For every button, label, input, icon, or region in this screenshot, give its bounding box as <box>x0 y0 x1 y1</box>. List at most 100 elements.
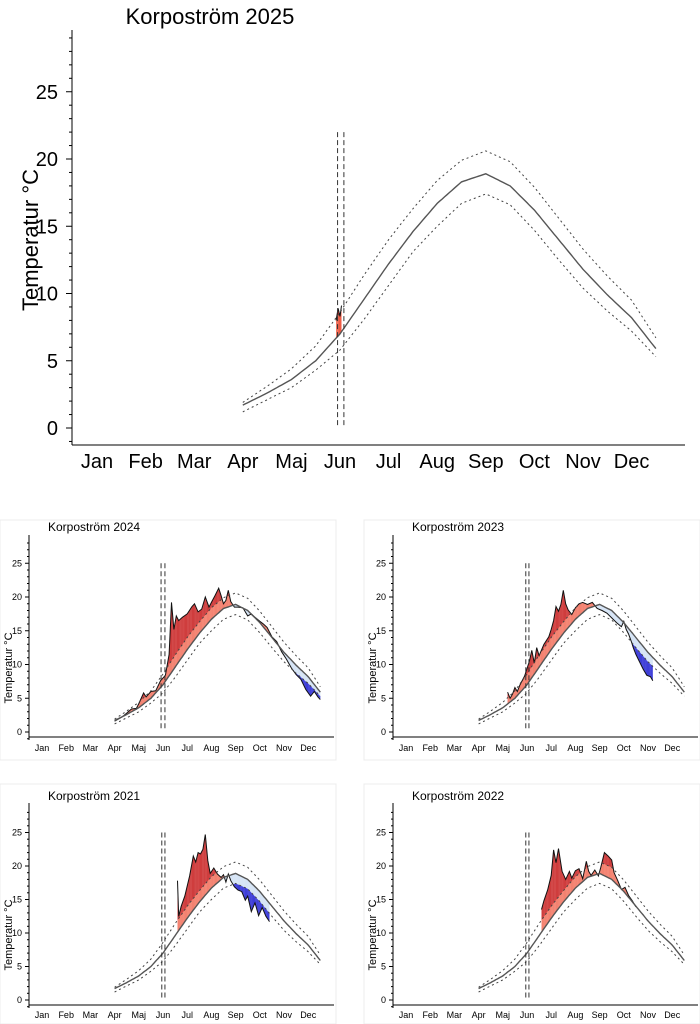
y-tick-label: 20 <box>12 592 22 602</box>
y-axis-label: Temperatur °C <box>18 169 43 311</box>
x-tick-label: Aug <box>567 743 583 753</box>
upper-band-line <box>478 861 685 988</box>
observed-temperature-line <box>507 590 654 700</box>
x-tick-label: Maj <box>496 1010 511 1020</box>
y-tick-label: 10 <box>376 660 386 670</box>
upper-band-line <box>114 861 321 988</box>
y-axis-label: Temperatur °C <box>3 632 15 703</box>
x-tick-label: Feb <box>422 1010 438 1020</box>
y-tick-label: 0 <box>17 995 22 1005</box>
x-tick-label: Sep <box>592 743 608 753</box>
x-tick-label: Mar <box>177 451 212 473</box>
warm-anomaly-area <box>339 313 340 335</box>
x-tick-label: Dec <box>300 743 317 753</box>
y-tick-label: 15 <box>12 895 22 905</box>
x-tick-label: Jul <box>545 743 557 753</box>
x-tick-label: Aug <box>203 743 219 753</box>
chart-2024: Korpoström 2024 Temperatur °C 0 5 10 15 20 25… <box>3 520 334 753</box>
x-tick-label: Nov <box>276 743 293 753</box>
y-tick-label: 15 <box>36 216 58 238</box>
y-tick-label: 15 <box>12 626 22 636</box>
mean-temperature-line <box>478 603 685 722</box>
lower-band-line <box>242 193 657 413</box>
chart-title: Korpoström 2025 <box>126 4 295 29</box>
x-tick-label: Aug <box>567 1010 583 1020</box>
mean-temperature-line <box>478 872 685 990</box>
y-tick-label: 25 <box>36 82 58 104</box>
panel-frame-2021 <box>0 783 337 1024</box>
x-tick-label: Jan <box>81 451 113 473</box>
y-axis-label: Temperatur °C <box>367 899 379 970</box>
main-chart: Korpoström 2025 Temperatur °C 0 5 10 15 20 25… <box>18 4 685 473</box>
x-tick-label: Jan <box>399 1010 414 1020</box>
chart-2021: Korpoström 2021 Temperatur °C 0 5 10 15 20 25… <box>3 789 334 1020</box>
lower-band-line <box>114 614 321 725</box>
x-tick-label: Jan <box>35 743 50 753</box>
warm-anomaly-area <box>338 313 339 336</box>
x-tick-label: Maj <box>275 451 307 473</box>
y-tick-label: 5 <box>17 962 22 972</box>
x-tick-label: Oct <box>617 1010 632 1020</box>
warm-anomaly-area <box>339 314 340 335</box>
x-tick-label: Maj <box>132 1010 147 1020</box>
x-tick-label: Jul <box>376 451 402 473</box>
x-tick-label: Nov <box>640 743 657 753</box>
y-tick-label: 0 <box>381 995 386 1005</box>
upper-band-line <box>478 592 685 720</box>
warm-anomaly-area <box>336 317 337 339</box>
observed-temperature-line <box>541 848 637 910</box>
x-tick-label: Maj <box>496 743 511 753</box>
x-tick-label: Apr <box>472 1010 486 1020</box>
y-tick-label: 5 <box>17 693 22 703</box>
warm-anomaly-area <box>340 312 341 334</box>
y-tick-label: 20 <box>376 592 386 602</box>
x-tick-label: Apr <box>472 743 486 753</box>
y-tick-label: 20 <box>376 861 386 871</box>
x-tick-label: Mar <box>447 743 463 753</box>
x-tick-label: Mar <box>83 743 99 753</box>
y-tick-label: 15 <box>376 626 386 636</box>
x-tick-label: Jun <box>520 743 535 753</box>
x-tick-label: Feb <box>58 1010 74 1020</box>
x-tick-label: Jun <box>520 1010 535 1020</box>
x-tick-label: Jun <box>156 743 171 753</box>
x-tick-label: Sep <box>228 743 244 753</box>
x-tick-label: Feb <box>422 743 438 753</box>
y-axis-label: Temperatur °C <box>367 632 379 703</box>
panel-frame-2023 <box>363 519 700 761</box>
x-tick-label: Mar <box>447 1010 463 1020</box>
x-tick-label: Oct <box>617 743 632 753</box>
x-tick-label: Sep <box>468 451 504 473</box>
y-tick-label: 10 <box>36 284 58 306</box>
x-tick-label: Jul <box>545 1010 557 1020</box>
warm-anomaly-area <box>340 310 341 334</box>
y-tick-label: 0 <box>47 418 58 440</box>
x-tick-label: Aug <box>419 451 455 473</box>
x-tick-label: Jul <box>181 1010 193 1020</box>
warm-anomaly-area <box>341 310 342 333</box>
x-tick-label: Nov <box>565 451 601 473</box>
y-tick-label: 10 <box>12 660 22 670</box>
y-tick-label: 0 <box>17 727 22 737</box>
x-tick-label: Nov <box>640 1010 657 1020</box>
panel-frame-2024 <box>0 519 337 761</box>
x-tick-label: Apr <box>108 743 122 753</box>
observed-temperature-line <box>114 586 321 722</box>
observed-temperature-line <box>177 834 270 922</box>
y-tick-label: 5 <box>381 962 386 972</box>
x-tick-label: Dec <box>664 743 681 753</box>
upper-band-line <box>114 592 321 720</box>
x-tick-label: Jul <box>181 743 193 753</box>
y-tick-label: 20 <box>12 861 22 871</box>
chart-title: Korpoström 2021 <box>48 789 140 803</box>
upper-band-line <box>242 150 657 403</box>
y-tick-label: 5 <box>47 351 58 373</box>
chart-title: Korpoström 2022 <box>412 789 504 803</box>
chart-title: Korpoström 2024 <box>48 520 140 534</box>
x-tick-label: Aug <box>203 1010 219 1020</box>
x-tick-label: Feb <box>58 743 74 753</box>
x-tick-label: Sep <box>592 1010 608 1020</box>
mean-temperature-line <box>114 603 321 722</box>
x-tick-label: Jan <box>399 743 414 753</box>
